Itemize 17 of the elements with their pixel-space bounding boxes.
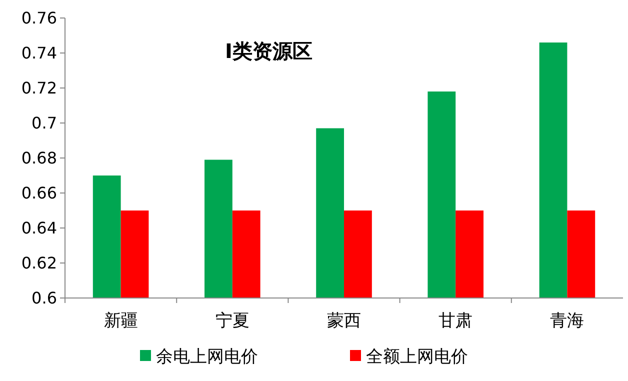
- y-tick-label: 0.66: [21, 184, 57, 203]
- legend-label: 余电上网电价: [156, 346, 258, 367]
- x-tick-label: 甘肃: [438, 311, 473, 331]
- y-tick-label: 0.62: [21, 254, 57, 273]
- legend-label: 全额上网电价: [366, 346, 468, 367]
- y-tick-label: 0.6: [32, 288, 57, 308]
- x-tick-label: 宁夏: [215, 311, 250, 331]
- x-tick-label: 蒙西: [327, 311, 361, 331]
- text: Ⅰ类资源区: [225, 39, 312, 63]
- x-tick-label: 青海: [550, 311, 584, 331]
- y-tick-label: 0.68: [21, 148, 57, 168]
- y-tick-label: 0.76: [21, 8, 57, 28]
- y-tick-label: 0.72: [21, 78, 57, 98]
- y-tick-label: 0.64: [21, 218, 57, 238]
- y-tick-label: 0.7: [32, 114, 57, 133]
- x-tick-label: 新疆: [104, 311, 138, 331]
- y-tick-label: 0.74: [21, 44, 57, 63]
